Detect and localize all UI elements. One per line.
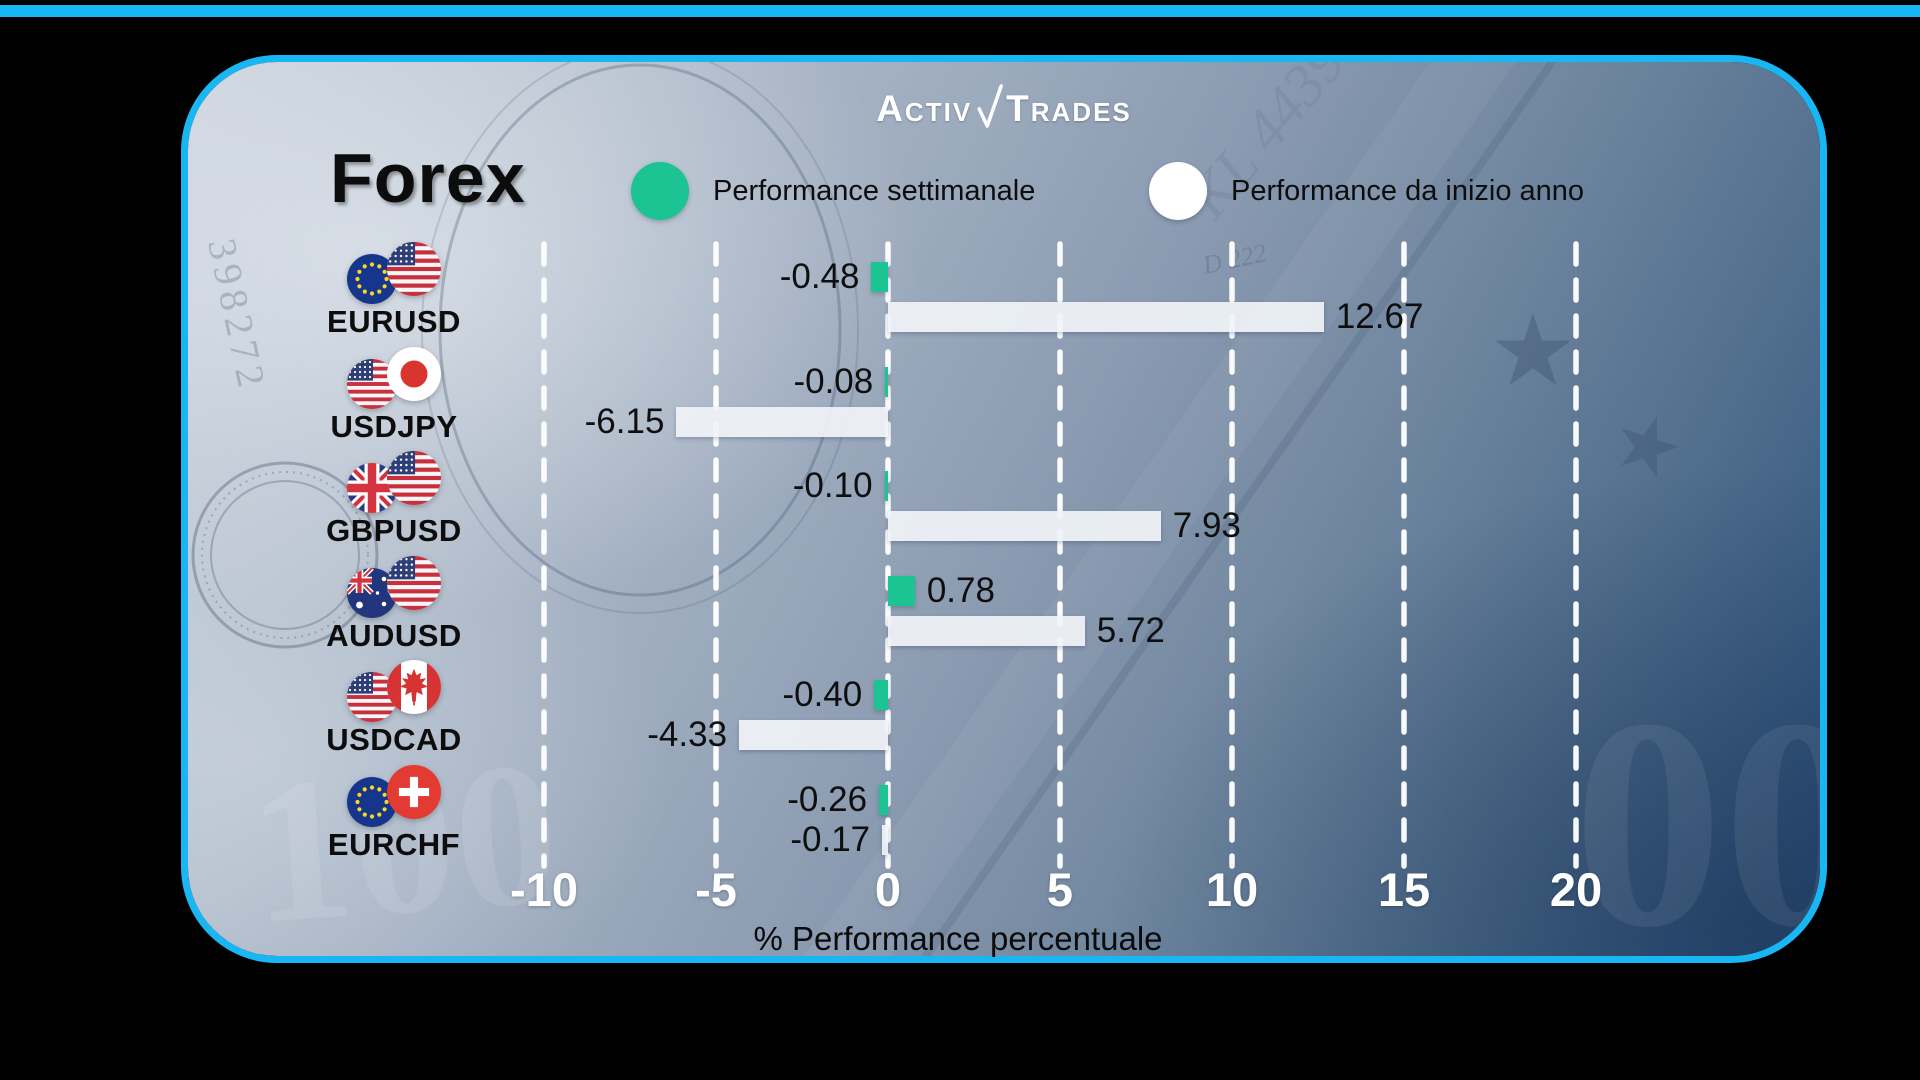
x-axis-tick-label--5: -5 [695,863,737,916]
weekly-bar-gbpusd [884,471,888,501]
ytd-value-audusd: 5.72 [1096,610,1165,650]
flag-slot-base [347,358,397,409]
weekly-bar-audusd [888,575,915,606]
ytd-bar-eurchf [882,824,888,855]
ytd-performance-swatch-icon [1149,162,1207,220]
weekly-bar-eurusd [871,262,888,292]
flag-us-icon [347,358,397,409]
weekly-value-usdjpy: -0.08 [793,361,874,401]
flag-jp-icon [387,346,441,401]
flag-ca-icon [387,660,441,714]
ytd-value-usdjpy: -6.15 [584,401,665,441]
weekly-value-gbpusd: -0.10 [792,466,873,505]
flag-slot-quote [387,451,441,505]
weekly-value-eurchf: -0.26 [787,779,868,819]
pair-label-gbpusd: GBPUSD [326,513,462,548]
currency-pair-flags-eurchf [347,764,441,831]
weekly-bar-usdcad [874,680,888,710]
pair-label-eurusd: EURUSD [327,304,461,339]
ytd-bar-audusd [888,615,1085,646]
top-accent-bar [0,5,1920,17]
legend-label-ytd: Performance da inizio anno [1231,174,1585,207]
logo-text-trades: Trades [1006,88,1132,129]
logo-check-icon [977,84,1003,128]
logo-text-activ: Activ [876,88,973,129]
ytd-bar-eurusd [888,302,1324,332]
ytd-value-eurusd: 12.67 [1335,297,1424,336]
legend-item-weekly: Performance settimanale [631,160,1035,222]
currency-pair-flags-eurusd [347,242,441,308]
currency-pair-flags-audusd [347,555,441,622]
ytd-bar-usdcad [739,720,888,750]
x-axis-tick-label--10: -10 [510,863,578,916]
ytd-bar-gbpusd [888,511,1161,541]
flag-us-icon [347,672,397,722]
pair-label-usdcad: USDCAD [326,722,462,757]
x-axis-title: % Performance percentuale [753,920,1163,957]
weekly-value-eurusd: -0.48 [779,257,860,296]
weekly-value-usdcad: -0.40 [782,675,863,714]
weekly-bar-usdjpy [885,366,888,397]
ytd-bar-usdjpy [676,406,888,437]
flag-slot-quote [387,764,441,819]
flag-ch-icon [387,764,441,819]
legend-item-ytd: Performance da inizio anno [1149,160,1584,222]
currency-pair-flags-usdcad [347,660,441,726]
x-axis-tick-label-10: 10 [1205,863,1259,916]
currency-pair-flags-gbpusd [347,451,441,517]
flag-us-icon [387,555,441,610]
flag-slot-base [347,672,397,722]
weekly-performance-swatch-icon [631,162,689,220]
legend-label-weekly: Performance settimanale [713,174,1036,207]
x-axis-tick-label-20: 20 [1549,863,1603,916]
banknote-background [188,62,1820,956]
x-axis-tick-label-0: 0 [874,863,902,916]
ytd-value-gbpusd: 7.93 [1172,506,1241,545]
x-axis-tick-label-5: 5 [1046,863,1074,916]
pair-label-eurchf: EURCHF [327,826,461,862]
flag-slot-quote [387,660,441,714]
weekly-value-audusd: 0.78 [926,570,995,610]
weekly-bar-eurchf [879,784,888,815]
ytd-value-eurchf: -0.17 [790,819,871,859]
flag-us-icon [387,451,441,505]
pair-label-audusd: AUDUSD [326,617,462,653]
page-title: Forex [330,139,526,217]
x-axis-tick-label-15: 15 [1377,863,1431,916]
pair-label-usdjpy: USDJPY [330,408,458,444]
currency-pair-flags-usdjpy [347,346,441,413]
ytd-value-usdcad: -4.33 [647,715,728,754]
flag-slot-quote [387,242,441,296]
flag-us-icon [387,242,441,296]
flag-slot-quote [387,346,441,401]
flag-slot-quote [387,555,441,610]
activtrades-logo: Activ Trades [876,84,1132,134]
